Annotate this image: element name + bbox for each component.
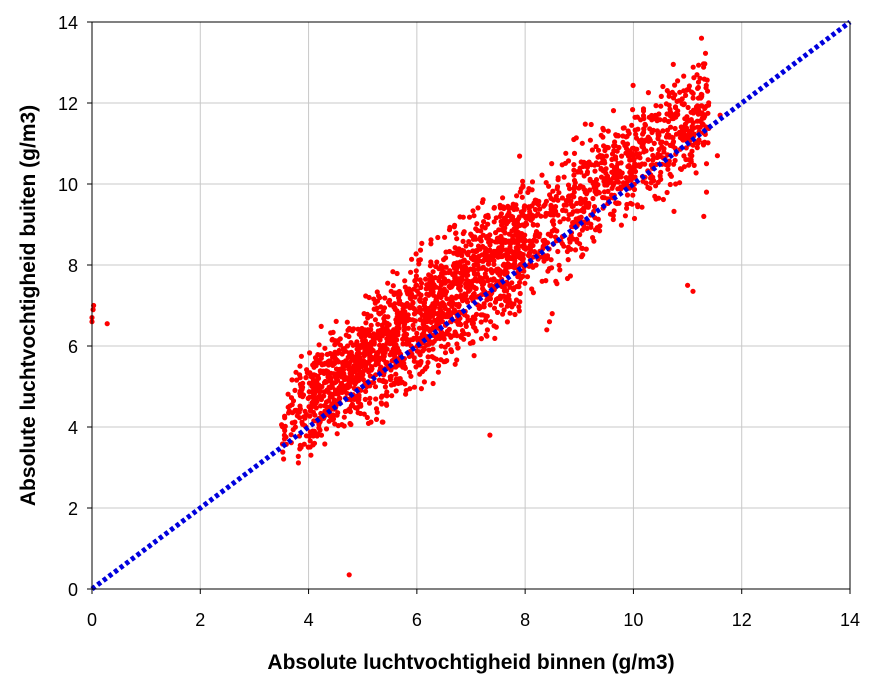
y-axis-title: Absolute luchtvochtigheid buiten (g/m3) — [17, 105, 40, 506]
x-tick-label: 2 — [195, 610, 205, 630]
y-tick-label: 8 — [68, 256, 78, 276]
x-axis-title: Absolute luchtvochtigheid binnen (g/m3) — [267, 651, 674, 674]
data-points — [89, 35, 723, 578]
x-tick-label: 14 — [840, 610, 860, 630]
diagonal-line — [90, 19, 852, 592]
y-tick-label: 12 — [58, 94, 78, 114]
y-tick-label: 6 — [68, 337, 78, 357]
y-tick-label: 0 — [68, 580, 78, 600]
y-tick-label: 2 — [68, 499, 78, 519]
plot-area-frame — [91, 21, 851, 590]
y-tick-label: 4 — [68, 418, 78, 438]
x-tick-label: 8 — [520, 610, 530, 630]
scatter-points — [89, 35, 723, 578]
axis-ticks: 0 2 4 6 8 10 12 14 0 2 4 6 8 10 12 14 — [58, 13, 860, 630]
y-tick-label: 10 — [58, 175, 78, 195]
reference-line — [90, 19, 852, 592]
x-tick-label: 0 — [87, 610, 97, 630]
x-tick-label: 12 — [732, 610, 752, 630]
x-tick-label: 10 — [623, 610, 643, 630]
y-tick-label: 14 — [58, 13, 78, 33]
x-tick-label: 4 — [304, 610, 314, 630]
x-tick-label: 6 — [412, 610, 422, 630]
gridlines — [92, 22, 850, 589]
